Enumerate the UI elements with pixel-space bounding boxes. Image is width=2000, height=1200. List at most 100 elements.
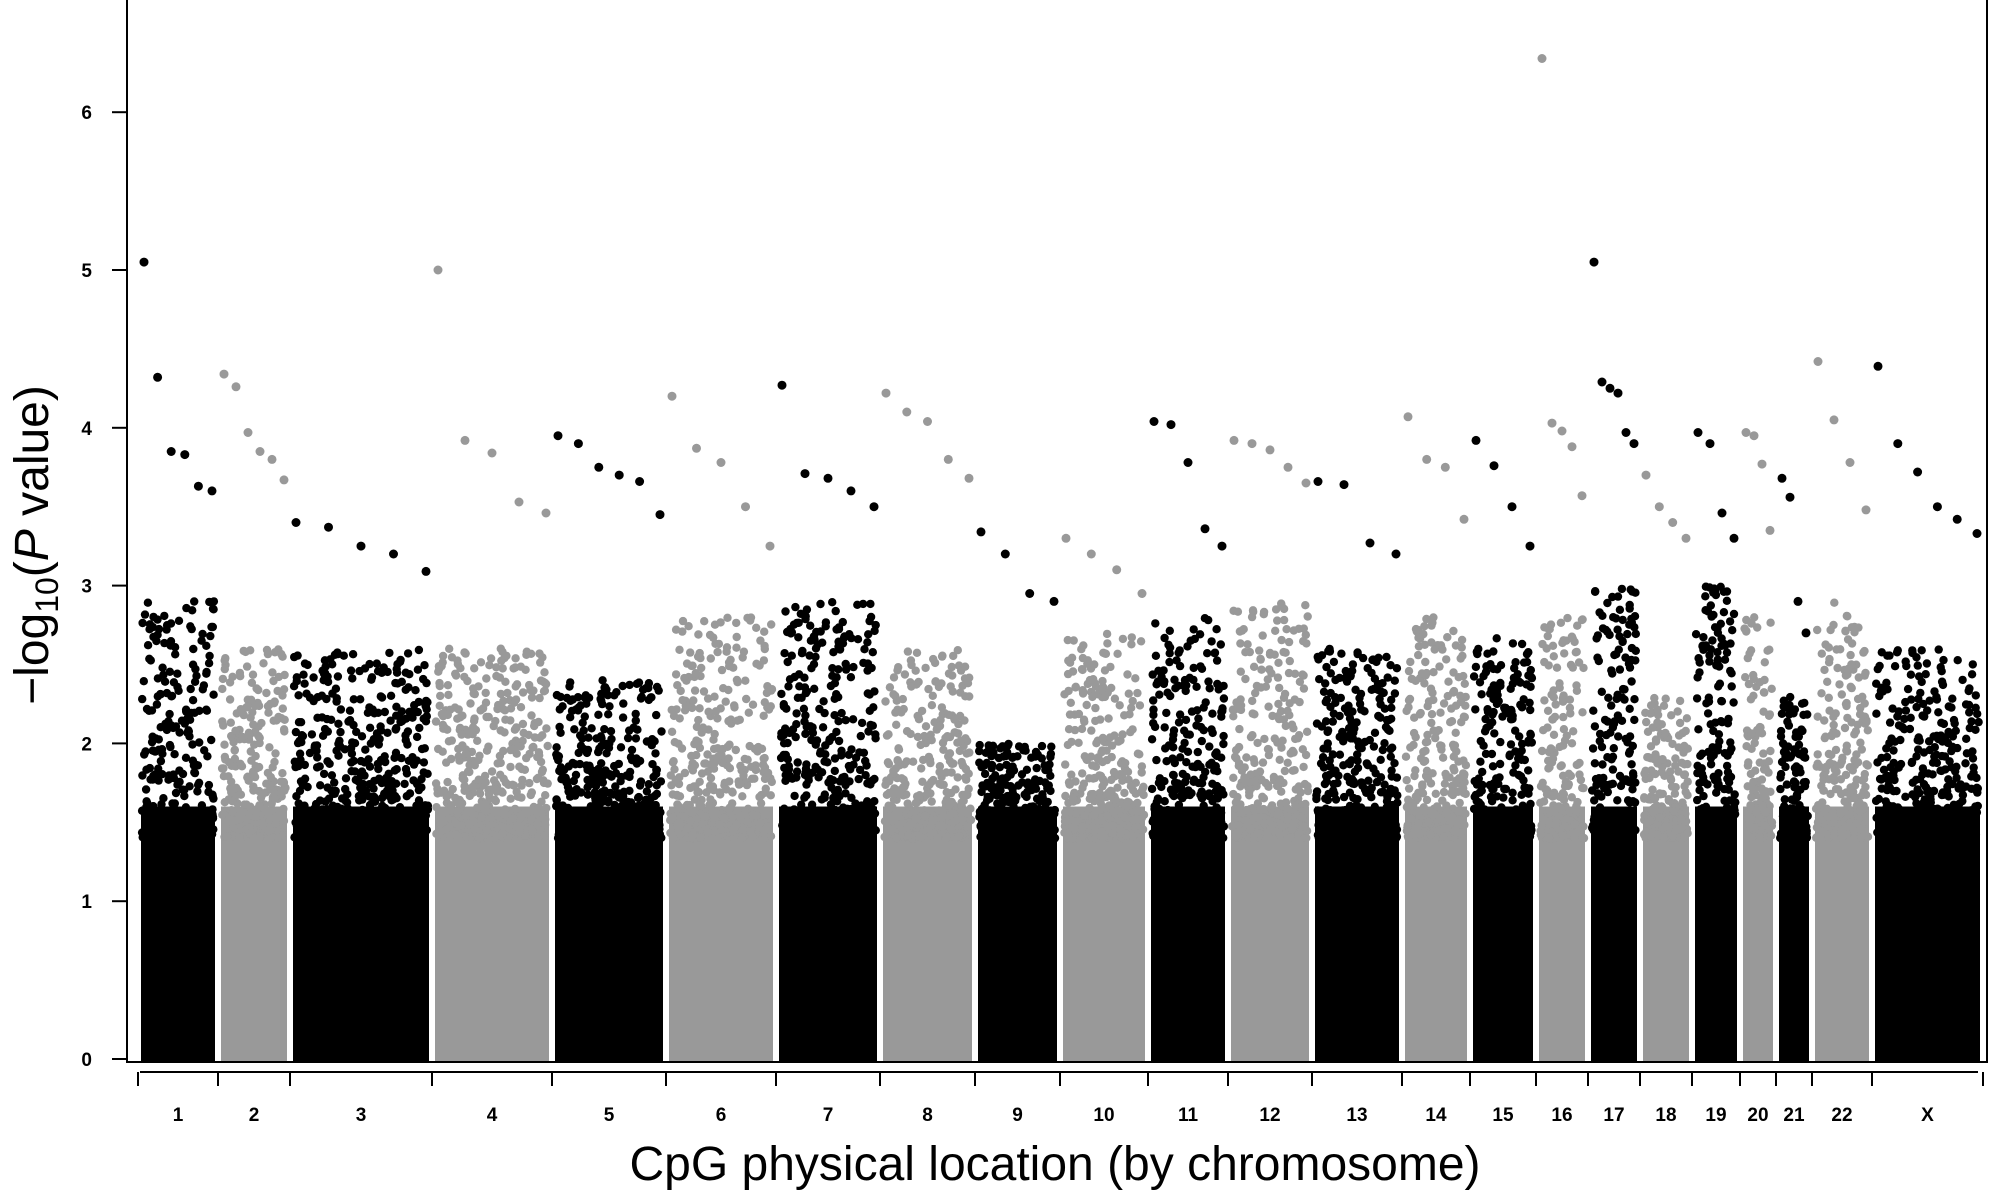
data-point xyxy=(670,765,679,774)
data-point xyxy=(1611,614,1621,623)
data-point xyxy=(356,756,366,766)
data-point xyxy=(527,711,536,720)
data-point xyxy=(1313,806,1323,815)
data-point xyxy=(526,790,535,800)
data-point xyxy=(1337,649,1346,658)
data-point xyxy=(218,810,227,819)
data-point xyxy=(1127,633,1137,642)
data-point xyxy=(1313,830,1323,840)
data-point xyxy=(1414,819,1423,829)
data-point xyxy=(847,793,856,802)
data-point xyxy=(762,688,772,698)
data-point xyxy=(994,785,1004,794)
peak-point xyxy=(1166,420,1176,430)
data-point xyxy=(1628,785,1637,794)
data-point xyxy=(1421,746,1430,755)
data-point xyxy=(1147,784,1157,794)
data-point xyxy=(780,649,789,658)
data-point xyxy=(1007,831,1016,841)
data-point xyxy=(1360,807,1370,816)
dense-point-cloud xyxy=(883,806,972,1062)
data-point xyxy=(657,833,666,842)
data-point xyxy=(871,734,880,743)
data-point xyxy=(334,719,343,728)
data-point xyxy=(1601,625,1611,635)
data-point xyxy=(1642,717,1651,727)
data-point xyxy=(1570,833,1579,842)
data-point xyxy=(821,618,831,627)
data-point xyxy=(1314,655,1323,664)
data-point xyxy=(294,691,303,700)
peak-point xyxy=(207,486,217,496)
data-point xyxy=(781,607,790,616)
data-point xyxy=(161,828,170,837)
data-point xyxy=(1047,742,1056,751)
data-point xyxy=(1233,792,1242,802)
data-point xyxy=(1207,637,1216,646)
data-point xyxy=(331,832,340,841)
data-point xyxy=(345,706,355,715)
data-point xyxy=(1023,778,1033,787)
data-point xyxy=(1079,715,1089,724)
data-point xyxy=(447,754,456,764)
data-point xyxy=(766,791,775,800)
data-point xyxy=(198,685,207,694)
data-point xyxy=(1567,632,1577,641)
data-point xyxy=(1148,817,1157,826)
data-point xyxy=(783,823,792,833)
data-point xyxy=(186,833,196,843)
data-point xyxy=(198,629,207,639)
data-point xyxy=(700,617,709,626)
data-point xyxy=(851,799,860,808)
data-point xyxy=(1441,769,1450,779)
data-point xyxy=(740,754,749,764)
data-point xyxy=(1550,712,1560,722)
data-point xyxy=(346,744,356,753)
data-point xyxy=(605,770,614,779)
peak-point xyxy=(1557,426,1567,436)
data-point xyxy=(732,632,741,642)
data-point xyxy=(1429,668,1438,677)
data-point xyxy=(1524,671,1533,680)
data-point xyxy=(1068,793,1078,803)
data-point xyxy=(248,670,258,679)
peak-point xyxy=(1403,412,1413,422)
data-point xyxy=(251,812,260,821)
data-point xyxy=(1061,760,1070,769)
dense-point-cloud xyxy=(1231,806,1309,1062)
data-point xyxy=(257,790,267,800)
data-point xyxy=(1236,782,1245,791)
data-point xyxy=(221,654,230,663)
data-point xyxy=(606,727,616,736)
data-point xyxy=(1135,701,1145,710)
data-point xyxy=(457,730,466,739)
data-point xyxy=(701,812,710,821)
data-point xyxy=(451,818,460,828)
data-point xyxy=(1380,704,1390,713)
data-point xyxy=(1617,584,1627,594)
data-point xyxy=(721,697,730,706)
data-point xyxy=(220,798,229,807)
data-point xyxy=(794,633,803,642)
data-point xyxy=(392,702,401,711)
data-point xyxy=(1271,626,1280,635)
data-point xyxy=(374,740,383,749)
data-point xyxy=(255,801,264,810)
data-point xyxy=(1208,779,1217,788)
data-point xyxy=(218,684,227,694)
data-point xyxy=(372,659,381,668)
data-point xyxy=(793,758,802,767)
data-point xyxy=(1114,806,1123,815)
data-point xyxy=(604,796,613,805)
data-point xyxy=(1609,744,1619,753)
data-point xyxy=(807,664,816,673)
data-point xyxy=(476,658,486,667)
data-point xyxy=(1478,780,1487,790)
data-point xyxy=(447,736,456,745)
data-point xyxy=(678,627,687,636)
data-point xyxy=(194,778,204,787)
data-point xyxy=(1444,677,1453,686)
data-point xyxy=(935,779,944,789)
data-point xyxy=(401,764,411,774)
data-point xyxy=(188,606,197,615)
